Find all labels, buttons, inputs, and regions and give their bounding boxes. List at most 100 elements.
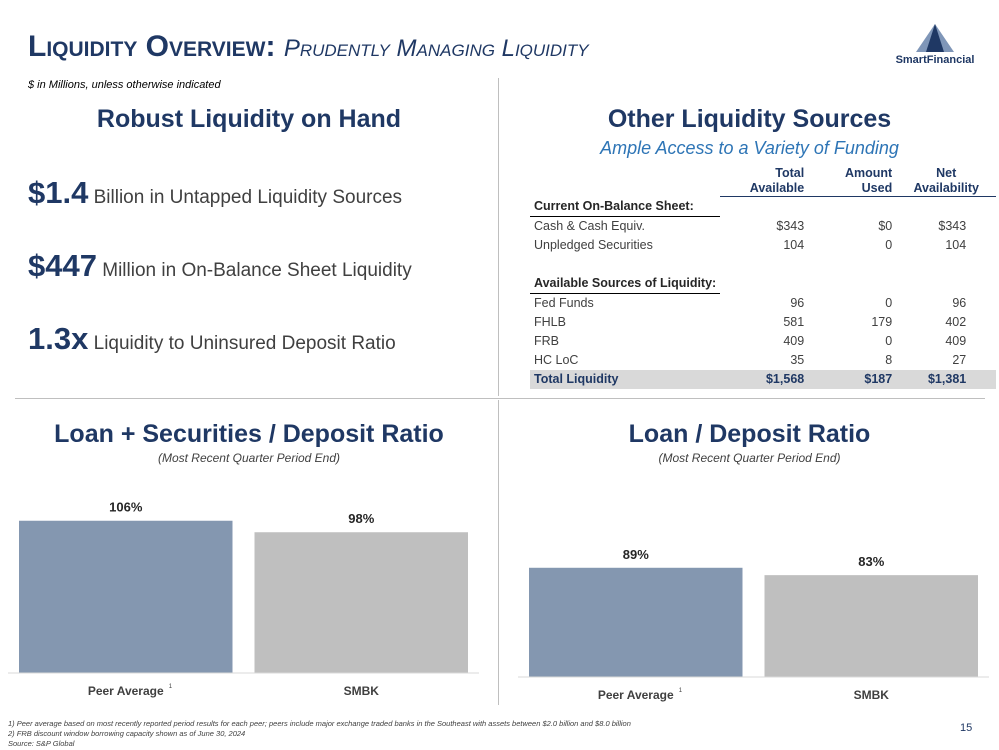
right-subheading: Ample Access to a Variety of Funding xyxy=(600,138,899,158)
total-cell: $1,568 xyxy=(720,369,809,389)
table-cell: Fed Funds xyxy=(534,296,594,310)
header-text: Net xyxy=(936,166,957,180)
units-note: $ in Millions, unless otherwise indicate… xyxy=(28,79,221,91)
table-cell: 96 xyxy=(790,295,805,310)
highlight-text: Liquidity to Uninsured Deposit Ratio xyxy=(93,333,396,354)
slide-title: Liquidity Overview: Prudently Managing L… xyxy=(28,30,589,64)
value-label: 83% xyxy=(858,554,884,569)
header-text: Available xyxy=(749,181,805,195)
section-title: Available Sources of Liquidity: xyxy=(530,273,721,294)
table-row: HC LoC 35 8 27 xyxy=(530,351,996,370)
header-text: Used xyxy=(861,181,893,195)
chart-title: Loan + Securities / Deposit Ratio xyxy=(54,420,444,448)
bar xyxy=(764,575,978,677)
logo: SmartFinancial xyxy=(896,24,975,66)
table-row: FRB 409 0 409 xyxy=(530,332,996,351)
header-cell xyxy=(530,166,720,197)
table-row: Fed Funds 96 0 96 xyxy=(530,293,996,313)
footnotes: 1) Peer average based on most recently r… xyxy=(8,719,631,749)
table-cell: Cash & Cash Equiv. xyxy=(534,219,645,233)
table-cell: 581 xyxy=(783,315,805,329)
logo-text: SmartFinancial xyxy=(896,54,975,66)
highlight-figure: $447 xyxy=(28,248,97,283)
table-row: FHLB 581 179 402 xyxy=(530,313,996,332)
highlight-text: Million in On-Balance Sheet Liquidity xyxy=(102,260,412,281)
value-label: 106% xyxy=(109,500,143,515)
table-wrap: Total Available Amount Used Net Availability C… xyxy=(530,166,997,389)
table-cell: $343 xyxy=(938,218,967,233)
table-cell: FHLB xyxy=(534,315,566,329)
divider xyxy=(498,78,499,396)
section-row: Available Sources of Liquidity: xyxy=(530,273,996,294)
table-cell: 179 xyxy=(871,315,893,329)
chart-title: Loan / Deposit Ratio xyxy=(629,420,871,448)
footnote: 2) FRB discount window borrowing capacit… xyxy=(8,729,246,738)
table-cell: 402 xyxy=(945,315,967,329)
x-tick-label: SMBK xyxy=(854,688,890,702)
table-cell: 8 xyxy=(885,353,893,367)
table-cell: 35 xyxy=(790,353,805,367)
bar xyxy=(529,567,743,677)
footnote: 1) Peer average based on most recently r… xyxy=(8,719,631,728)
highlight: $447 Million in On-Balance Sheet Liquidi… xyxy=(28,248,412,284)
table-cell: 409 xyxy=(783,334,805,348)
header-text: Amount xyxy=(845,166,893,180)
table-cell: HC LoC xyxy=(534,353,579,367)
divider xyxy=(15,398,985,399)
total-cell: $187 xyxy=(808,369,897,389)
divider xyxy=(498,400,499,705)
column-header: Amount Used xyxy=(808,166,897,197)
section-title: Current On-Balance Sheet: xyxy=(530,196,721,217)
table-cell: 96 xyxy=(952,295,967,310)
highlight-text: Billion in Untapped Liquidity Sources xyxy=(93,187,403,208)
footnote-ref: 1 xyxy=(679,688,683,694)
page-number: 15 xyxy=(960,722,973,734)
value-label: 98% xyxy=(348,511,374,526)
bar xyxy=(19,520,233,673)
table-cell: 0 xyxy=(885,295,893,310)
column-header: Net Availability xyxy=(896,166,997,197)
chart: Loan / Deposit Ratio (Most Recent Quarter… xyxy=(518,420,989,702)
chart: Loan + Securities / Deposit Ratio (Most R… xyxy=(8,420,479,698)
table-cell: 104 xyxy=(945,238,967,252)
chart-subtitle: (Most Recent Quarter Period End) xyxy=(158,451,340,465)
table-row: Unpledged Securities 104 0 104 xyxy=(530,236,996,255)
value-label: 89% xyxy=(623,547,649,562)
table-row: Cash & Cash Equiv. $343 $0 $343 xyxy=(530,216,996,236)
highlight: 1.3x Liquidity to Uninsured Deposit Rati… xyxy=(28,321,396,357)
table-cell: 104 xyxy=(783,238,805,252)
left-heading: Robust Liquidity on Hand xyxy=(96,105,402,133)
header-text: Total xyxy=(775,166,805,180)
highlight-figure: 1.3x xyxy=(28,321,89,356)
column-header: Total Available xyxy=(720,166,809,197)
table-cell: $343 xyxy=(776,218,805,233)
spacer-row xyxy=(530,255,996,274)
table-cell: 27 xyxy=(952,353,967,367)
title-main: Liquidity Overview: xyxy=(28,30,276,63)
bar xyxy=(254,532,468,673)
title-italic: Prudently Managing Liquidity xyxy=(283,35,589,62)
chart-subtitle: (Most Recent Quarter Period End) xyxy=(658,451,840,465)
total-cell: $1,381 xyxy=(896,369,997,389)
table-cell: 409 xyxy=(945,334,967,348)
table-cell: 0 xyxy=(885,334,893,348)
table-cell: 0 xyxy=(885,238,893,252)
x-tick-label: Peer Average xyxy=(598,688,674,702)
table-cell: Unpledged Securities xyxy=(534,238,653,252)
section-row: Current On-Balance Sheet: xyxy=(530,196,996,217)
liquidity-table: Total Available Amount Used Net Availability C… xyxy=(530,166,997,389)
right-heading: Other Liquidity Sources xyxy=(607,105,892,133)
highlight: $1.4 Billion in Untapped Liquidity Sourc… xyxy=(28,175,402,211)
header-row: Total Available Amount Used Net Availability xyxy=(530,166,997,197)
footnote: Source: S&P Global xyxy=(8,739,75,748)
x-tick-label: SMBK xyxy=(344,684,380,698)
table-cell: FRB xyxy=(534,334,559,348)
total-cell: Total Liquidity xyxy=(530,369,721,389)
total-row: Total Liquidity $1,568 $187 $1,381 xyxy=(530,369,997,389)
highlight-figure: $1.4 xyxy=(28,175,89,210)
x-tick-label: Peer Average xyxy=(88,684,164,698)
header-text: Availability xyxy=(913,181,979,195)
table-cell: $0 xyxy=(878,218,893,233)
footnote-ref: 1 xyxy=(169,684,173,690)
